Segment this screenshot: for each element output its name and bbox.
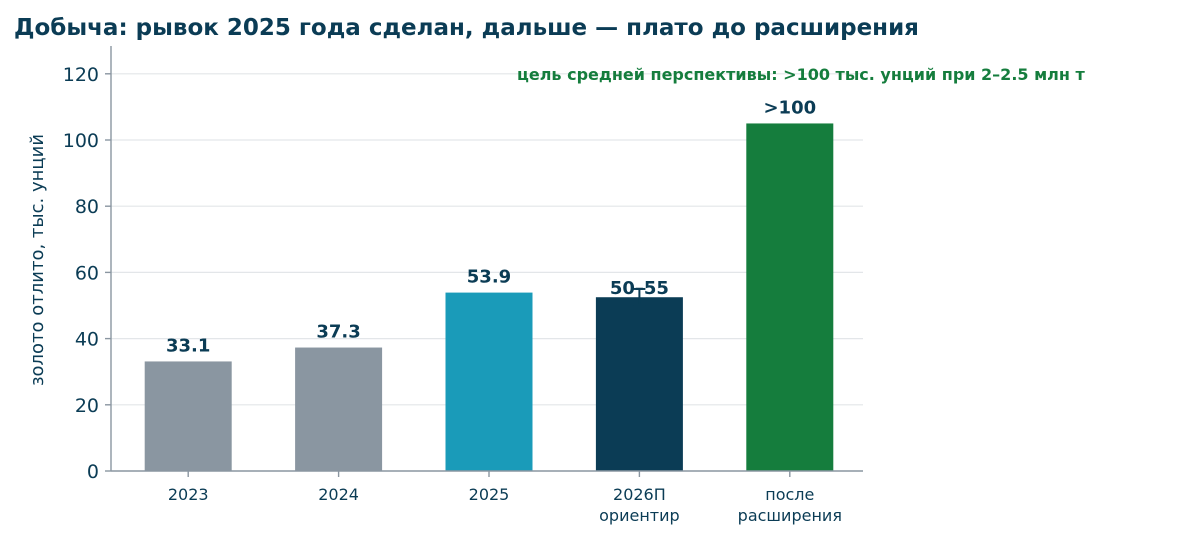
bar — [144, 361, 232, 471]
y-tick-label: 20 — [75, 395, 99, 417]
y-tick-label: 100 — [63, 130, 99, 152]
x-tick-label: 2025 — [469, 485, 510, 504]
axes: 0 20 40 60 80 100 120 2023 2024 2025 2026П ориентир… — [63, 46, 863, 525]
bar — [445, 292, 533, 471]
x-tick-label: после — [765, 485, 814, 504]
gridlines — [111, 73, 863, 406]
bar — [595, 297, 683, 471]
bars — [144, 123, 834, 471]
data-label: 50–55 — [610, 278, 669, 299]
x-tick-label: ориентир — [599, 506, 680, 525]
bar — [746, 123, 834, 471]
x-tick-label: 2023 — [168, 485, 209, 504]
data-label: >100 — [763, 97, 816, 118]
x-tick-label: расширения — [738, 506, 842, 525]
y-tick-label: 40 — [75, 329, 99, 351]
y-tick-label: 0 — [87, 461, 99, 483]
data-label: 53.9 — [467, 267, 511, 288]
y-tick-label: 60 — [75, 262, 99, 284]
x-tick-label: 2024 — [318, 485, 359, 504]
data-label: 37.3 — [316, 322, 360, 343]
chart-title: Добыча: рывок 2025 года сделан, дальше —… — [14, 15, 919, 41]
y-tick-label: 80 — [75, 196, 99, 218]
x-tick-label: 2026П — [613, 485, 666, 504]
data-label: 33.1 — [166, 335, 210, 356]
data-labels: 33.1 37.3 53.9 50–55 >100 — [166, 97, 816, 356]
y-tick-label: 120 — [63, 64, 99, 86]
y-axis-label: золото отлито, тыс. унций — [27, 134, 48, 386]
bar — [295, 347, 383, 471]
target-annotation: цель средней перспективы: >100 тыс. унци… — [517, 65, 1086, 84]
